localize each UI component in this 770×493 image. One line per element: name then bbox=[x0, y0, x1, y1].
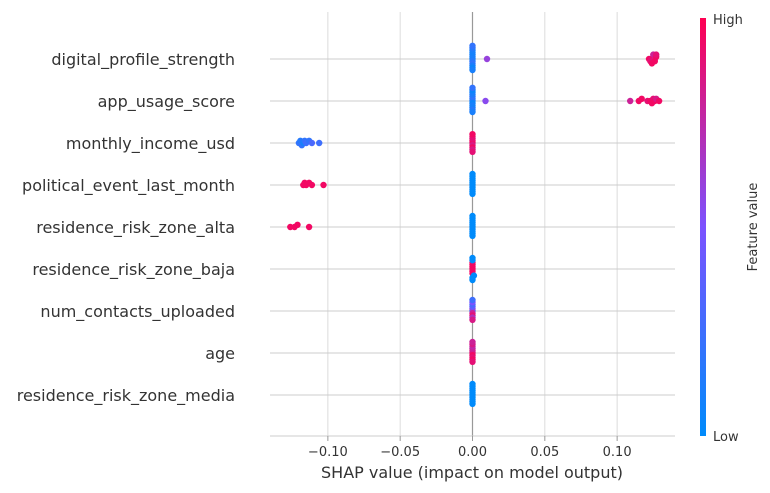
colorbar-title: Feature value bbox=[746, 183, 761, 272]
point-2-0-80 bbox=[316, 139, 323, 147]
feature-label-4: residence_risk_zone_alta bbox=[36, 218, 235, 238]
colorbar-high-label: High bbox=[713, 13, 743, 28]
colorbar-low-label: Low bbox=[713, 430, 739, 445]
point-3-8-118 bbox=[469, 190, 476, 197]
feature-label-1: app_usage_score bbox=[98, 92, 235, 112]
point-1-10-118 bbox=[469, 108, 476, 116]
x-tick-label-0: −0.10 bbox=[308, 445, 348, 460]
feature-label-7: age bbox=[205, 344, 235, 363]
point-8-8-118 bbox=[469, 400, 476, 407]
x-tick-label-1: −0.05 bbox=[380, 445, 420, 460]
point-4-9-118 bbox=[469, 212, 476, 220]
point-7-8-118 bbox=[469, 358, 476, 365]
point-4-0-77 bbox=[305, 223, 313, 231]
point-0-10-118 bbox=[469, 66, 476, 74]
point-1-11-118 bbox=[469, 84, 476, 92]
feature-label-5: residence_risk_zone_baja bbox=[32, 260, 235, 280]
point-6-9-118 bbox=[469, 296, 476, 304]
point-4-8-118 bbox=[469, 232, 476, 239]
feature-label-3: political_event_last_month bbox=[22, 176, 235, 196]
point-7-9-118 bbox=[469, 338, 476, 346]
point-6-8-118 bbox=[469, 316, 476, 323]
point-0-0-122 bbox=[483, 55, 491, 63]
point-0-3-164 bbox=[653, 51, 660, 58]
colorbar-gradient bbox=[700, 18, 706, 436]
point-2-0-78 bbox=[308, 139, 316, 147]
point-8-9-118 bbox=[469, 380, 476, 388]
point-3-9-118 bbox=[469, 170, 476, 178]
point-0-2-164 bbox=[651, 58, 658, 65]
x-axis: −0.10 −0.05 0.00 0.05 0.10 bbox=[270, 435, 675, 460]
point-5-9-118 bbox=[469, 254, 476, 262]
point-2-7-118 bbox=[469, 131, 476, 138]
point-3-0-78 bbox=[308, 181, 316, 189]
feature-label-2: monthly_income_usd bbox=[66, 134, 235, 154]
point-1-0-121 bbox=[482, 97, 489, 105]
feature-label-0: digital_profile_strength bbox=[51, 50, 235, 70]
point-1-0-165 bbox=[655, 97, 663, 105]
x-tick-label-2: 0.00 bbox=[458, 445, 487, 460]
data-points bbox=[287, 42, 663, 407]
point-0-11-118 bbox=[469, 42, 476, 49]
feature-rows: digital_profile_strength app_usage_scorem… bbox=[17, 50, 675, 406]
point-2-8-118 bbox=[469, 148, 476, 155]
feature-label-8: residence_risk_zone_media bbox=[17, 386, 235, 406]
x-tick-label-3: 0.05 bbox=[530, 445, 559, 460]
x-tick-label-4: 0.10 bbox=[603, 445, 632, 460]
point-1-1-160 bbox=[638, 95, 645, 103]
point-3-0-81 bbox=[320, 181, 327, 189]
feature-label-6: num_contacts_uploaded bbox=[40, 302, 235, 322]
point-1-0-158 bbox=[627, 97, 634, 105]
point-4-1-74 bbox=[294, 221, 301, 228]
colorbar: High Low Feature value bbox=[700, 13, 761, 445]
x-axis-title: SHAP value (impact on model output) bbox=[321, 463, 623, 482]
point-5-10-118 bbox=[469, 276, 476, 284]
